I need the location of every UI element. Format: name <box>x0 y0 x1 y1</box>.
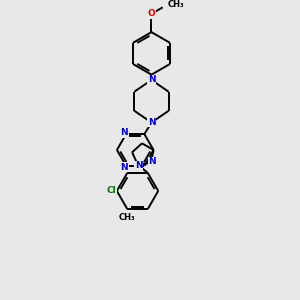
Text: N: N <box>121 163 128 172</box>
Text: CH₃: CH₃ <box>168 0 184 9</box>
Text: N: N <box>148 76 155 85</box>
Text: O: O <box>148 9 155 18</box>
Text: Cl: Cl <box>107 187 116 196</box>
Text: N: N <box>135 161 142 170</box>
Text: N: N <box>121 128 128 137</box>
Text: N: N <box>148 118 155 127</box>
Text: N: N <box>148 157 156 166</box>
Text: CH₃: CH₃ <box>118 213 135 222</box>
